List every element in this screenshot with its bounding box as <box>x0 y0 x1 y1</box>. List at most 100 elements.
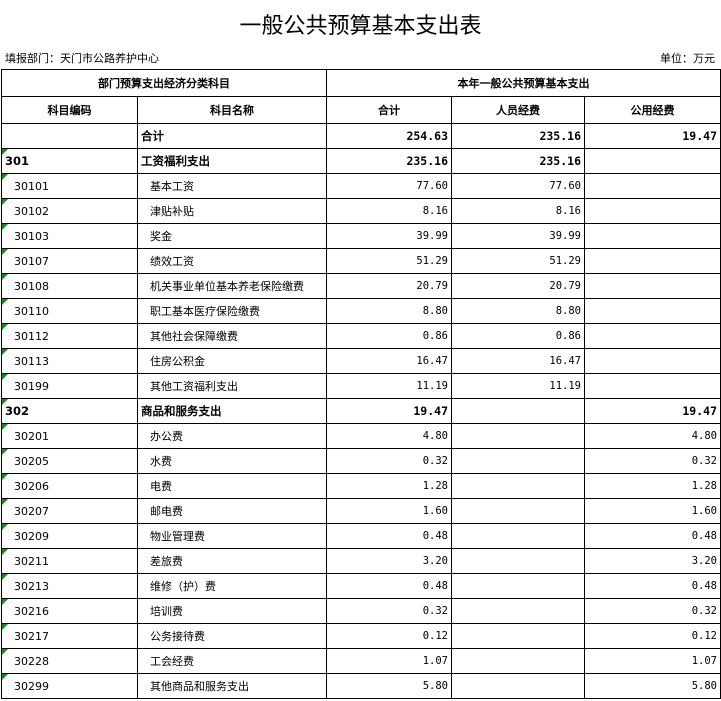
cell-public[interactable]: 3.20 <box>584 548 721 574</box>
cell-public[interactable] <box>584 323 721 349</box>
cell-personnel[interactable] <box>451 448 585 474</box>
cell-code[interactable]: 30199 <box>1 373 138 399</box>
cell-public[interactable] <box>584 223 721 249</box>
cell-personnel[interactable]: 20.79 <box>451 273 585 299</box>
cell-code[interactable]: 30108 <box>1 273 138 299</box>
cell-personnel[interactable] <box>451 673 585 699</box>
cell-public[interactable]: 5.80 <box>584 673 721 699</box>
cell-personnel[interactable]: 39.99 <box>451 223 585 249</box>
cell-code[interactable]: 30101 <box>1 173 138 199</box>
cell-code[interactable]: 301 <box>1 148 138 174</box>
cell-code[interactable] <box>1 123 138 149</box>
cell-total[interactable]: 0.32 <box>326 448 452 474</box>
cell-code[interactable]: 30103 <box>1 223 138 249</box>
cell-code[interactable]: 30201 <box>1 423 138 449</box>
cell-personnel[interactable] <box>451 398 585 424</box>
cell-code[interactable]: 30213 <box>1 573 138 599</box>
cell-public[interactable]: 0.48 <box>584 573 721 599</box>
cell-total[interactable]: 4.80 <box>326 423 452 449</box>
cell-name[interactable]: 奖金 <box>137 223 327 249</box>
cell-public[interactable]: 1.07 <box>584 648 721 674</box>
cell-personnel[interactable] <box>451 423 585 449</box>
cell-total[interactable]: 0.32 <box>326 598 452 624</box>
cell-total[interactable]: 5.80 <box>326 673 452 699</box>
cell-total[interactable]: 0.86 <box>326 323 452 349</box>
cell-code[interactable]: 30102 <box>1 198 138 224</box>
cell-total[interactable]: 1.07 <box>326 648 452 674</box>
cell-total[interactable]: 254.63 <box>326 123 452 149</box>
cell-name[interactable]: 工资福利支出 <box>137 148 327 174</box>
cell-name[interactable]: 邮电费 <box>137 498 327 524</box>
cell-name[interactable]: 基本工资 <box>137 173 327 199</box>
cell-code[interactable]: 30228 <box>1 648 138 674</box>
cell-personnel[interactable] <box>451 548 585 574</box>
cell-total[interactable]: 39.99 <box>326 223 452 249</box>
cell-total[interactable]: 0.12 <box>326 623 452 649</box>
cell-code[interactable]: 30205 <box>1 448 138 474</box>
cell-name[interactable]: 机关事业单位基本养老保险缴费 <box>137 273 327 299</box>
cell-personnel[interactable] <box>451 473 585 499</box>
cell-name[interactable]: 公务接待费 <box>137 623 327 649</box>
cell-personnel[interactable]: 16.47 <box>451 348 585 374</box>
cell-name[interactable]: 工会经费 <box>137 648 327 674</box>
cell-total[interactable]: 8.80 <box>326 298 452 324</box>
cell-name[interactable]: 电费 <box>137 473 327 499</box>
cell-public[interactable] <box>584 348 721 374</box>
cell-public[interactable] <box>584 173 721 199</box>
cell-name[interactable]: 合计 <box>137 123 327 149</box>
cell-public[interactable]: 0.48 <box>584 523 721 549</box>
cell-public[interactable]: 1.60 <box>584 498 721 524</box>
cell-personnel[interactable] <box>451 523 585 549</box>
cell-name[interactable]: 其他商品和服务支出 <box>137 673 327 699</box>
cell-name[interactable]: 住房公积金 <box>137 348 327 374</box>
cell-code[interactable]: 30217 <box>1 623 138 649</box>
cell-name[interactable]: 职工基本医疗保险缴费 <box>137 298 327 324</box>
cell-personnel[interactable]: 0.86 <box>451 323 585 349</box>
cell-personnel[interactable] <box>451 648 585 674</box>
cell-public[interactable] <box>584 273 721 299</box>
cell-name[interactable]: 维修（护）费 <box>137 573 327 599</box>
cell-personnel[interactable]: 235.16 <box>451 123 585 149</box>
cell-public[interactable]: 1.28 <box>584 473 721 499</box>
cell-public[interactable]: 0.12 <box>584 623 721 649</box>
cell-code[interactable]: 30209 <box>1 523 138 549</box>
cell-code[interactable]: 30299 <box>1 673 138 699</box>
cell-name[interactable]: 培训费 <box>137 598 327 624</box>
cell-personnel[interactable] <box>451 598 585 624</box>
cell-code[interactable]: 30211 <box>1 548 138 574</box>
cell-personnel[interactable]: 8.80 <box>451 298 585 324</box>
cell-public[interactable]: 0.32 <box>584 598 721 624</box>
cell-name[interactable]: 差旅费 <box>137 548 327 574</box>
cell-total[interactable]: 235.16 <box>326 148 452 174</box>
cell-total[interactable]: 1.28 <box>326 473 452 499</box>
cell-code[interactable]: 30216 <box>1 598 138 624</box>
cell-total[interactable]: 16.47 <box>326 348 452 374</box>
cell-code[interactable]: 30107 <box>1 248 138 274</box>
cell-code[interactable]: 30110 <box>1 298 138 324</box>
cell-public[interactable] <box>584 198 721 224</box>
cell-total[interactable]: 77.60 <box>326 173 452 199</box>
cell-name[interactable]: 办公费 <box>137 423 327 449</box>
cell-personnel[interactable]: 11.19 <box>451 373 585 399</box>
cell-personnel[interactable] <box>451 573 585 599</box>
cell-name[interactable]: 绩效工资 <box>137 248 327 274</box>
cell-total[interactable]: 8.16 <box>326 198 452 224</box>
cell-code[interactable]: 302 <box>1 398 138 424</box>
cell-code[interactable]: 30113 <box>1 348 138 374</box>
cell-public[interactable]: 19.47 <box>584 398 721 424</box>
cell-name[interactable]: 津贴补贴 <box>137 198 327 224</box>
cell-code[interactable]: 30206 <box>1 473 138 499</box>
cell-name[interactable]: 物业管理费 <box>137 523 327 549</box>
cell-personnel[interactable]: 51.29 <box>451 248 585 274</box>
cell-personnel[interactable] <box>451 623 585 649</box>
cell-personnel[interactable] <box>451 498 585 524</box>
cell-name[interactable]: 其他社会保障缴费 <box>137 323 327 349</box>
cell-personnel[interactable]: 235.16 <box>451 148 585 174</box>
cell-name[interactable]: 其他工资福利支出 <box>137 373 327 399</box>
cell-personnel[interactable]: 77.60 <box>451 173 585 199</box>
cell-code[interactable]: 30207 <box>1 498 138 524</box>
cell-personnel[interactable]: 8.16 <box>451 198 585 224</box>
cell-public[interactable] <box>584 298 721 324</box>
cell-public[interactable] <box>584 373 721 399</box>
cell-code[interactable]: 30112 <box>1 323 138 349</box>
